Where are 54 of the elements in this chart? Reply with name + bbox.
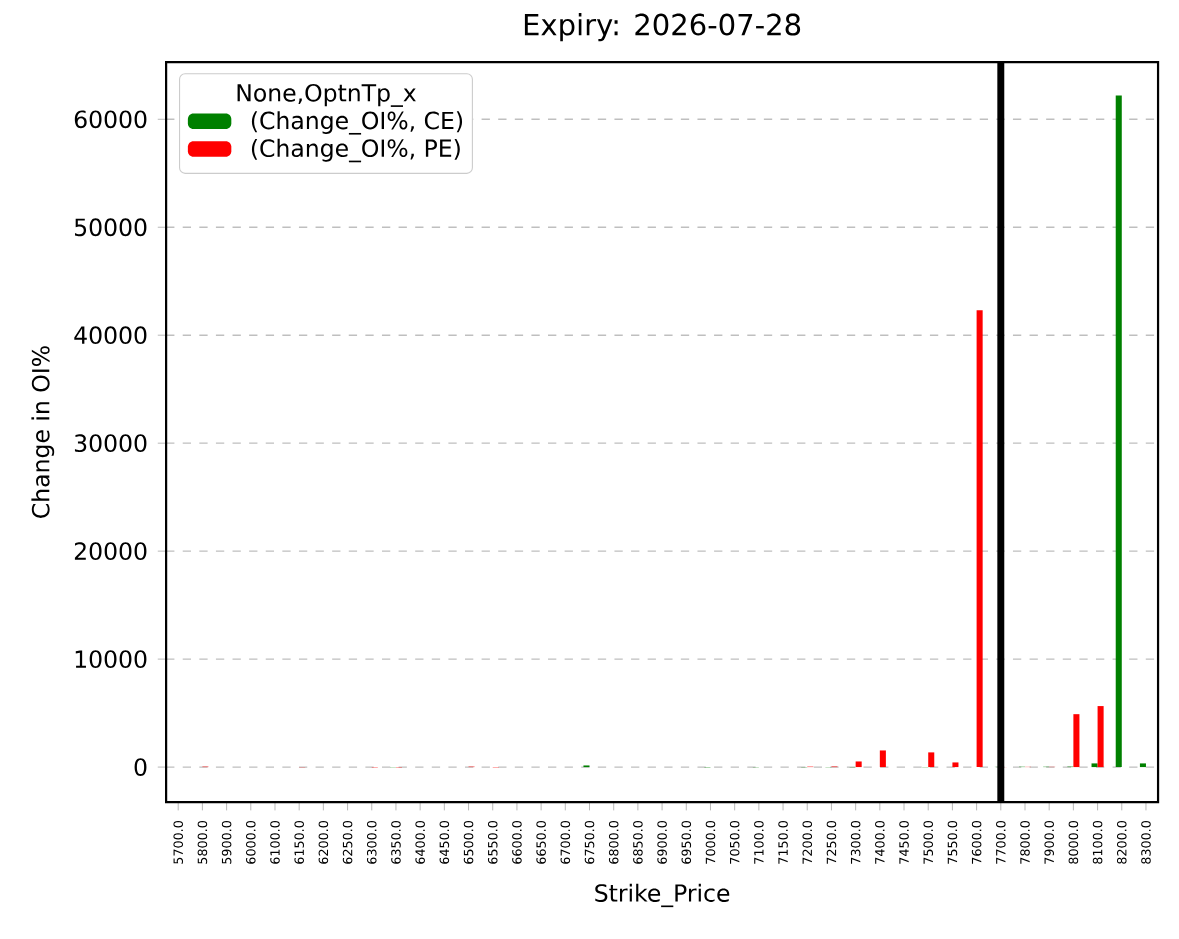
x-tick-label: 8300.0 <box>1141 821 1151 864</box>
x-tick-label: 6550.0 <box>487 821 498 864</box>
y-tick-label: 50000 <box>74 218 147 237</box>
x-tick-label: 8000.0 <box>1068 821 1079 864</box>
x-tick-label: 6150.0 <box>294 821 304 864</box>
x-tick-label: 6750.0 <box>584 821 595 864</box>
x-tick-label: 6850.0 <box>633 821 643 864</box>
x-tick-label: 7000.0 <box>705 821 716 864</box>
x-tick-label: 6650.0 <box>536 821 546 864</box>
y-tick-label: 60000 <box>74 110 147 129</box>
x-tick-label: 6250.0 <box>342 821 353 864</box>
y-tick-label: 20000 <box>74 542 147 561</box>
x-tick-label: 7450.0 <box>899 821 909 864</box>
x-tick-label: 5700.0 <box>173 821 184 864</box>
x-tick-label: 6350.0 <box>391 821 401 864</box>
x-tick-label: 6700.0 <box>560 821 571 864</box>
x-tick-label: 6450.0 <box>439 821 450 864</box>
x-tick-label: 6400.0 <box>415 821 425 864</box>
x-tick-label: 7800.0 <box>1020 821 1030 864</box>
x-tick-label: 7100.0 <box>754 821 764 864</box>
x-tick-label: 7900.0 <box>1044 821 1054 864</box>
legend-label: (Change_OI%, PE) <box>251 138 460 163</box>
x-tick-label: 7050.0 <box>729 821 740 864</box>
legend-label: (Change_OI%, CE) <box>251 111 463 135</box>
chart-title: Expiry: 2026-07-28 <box>524 13 801 42</box>
x-tick-label: 6100.0 <box>270 821 280 864</box>
x-tick-label: 6950.0 <box>681 821 692 864</box>
x-tick-label: 7400.0 <box>875 821 885 864</box>
x-tick-label: 7550.0 <box>947 821 958 864</box>
x-tick-label: 7200.0 <box>802 821 813 864</box>
x-tick-label: 5900.0 <box>221 821 232 864</box>
y-tick-label: 30000 <box>74 434 147 453</box>
x-tick-label: 6000.0 <box>246 821 256 864</box>
legend-title: None,OptnTp_x <box>237 83 416 107</box>
x-tick-label: 8200.0 <box>1116 821 1127 864</box>
y-tick-label: 0 <box>134 758 147 776</box>
x-tick-label: 7600.0 <box>971 821 982 864</box>
x-tick-label: 6200.0 <box>318 821 329 864</box>
y-axis-title: Change in OI% <box>31 346 55 518</box>
x-tick-label: 7150.0 <box>778 821 788 864</box>
x-tick-label: 7300.0 <box>850 821 861 864</box>
y-tick-label: 40000 <box>74 326 147 345</box>
x-tick-label: 5800.0 <box>197 821 208 864</box>
x-tick-label: 6800.0 <box>608 821 619 864</box>
x-axis-title: Strike_Price <box>595 883 730 908</box>
x-tick-label: 7700.0 <box>996 821 1006 864</box>
x-tick-label: 6300.0 <box>366 821 377 864</box>
x-tick-label: 7500.0 <box>923 821 934 864</box>
x-tick-label: 8100.0 <box>1092 821 1103 864</box>
x-tick-label: 6900.0 <box>657 821 667 864</box>
y-tick-label: 10000 <box>75 650 147 669</box>
x-tick-label: 6600.0 <box>512 821 522 864</box>
x-tick-label: 7250.0 <box>826 821 837 864</box>
x-tick-label: 6500.0 <box>463 821 474 864</box>
